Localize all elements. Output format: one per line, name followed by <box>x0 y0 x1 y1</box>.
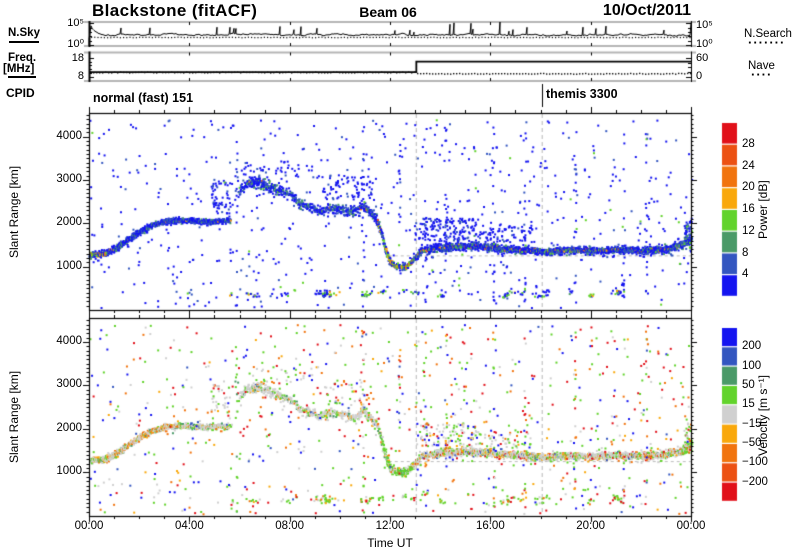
nsky-ymin-label: 10⁰ <box>67 38 84 50</box>
velocity-colorbar-tick-label: 200 <box>742 340 762 353</box>
time-tick-label: 12:00 <box>375 520 405 532</box>
nsearch-dotted-line-sample: ······· <box>748 35 786 50</box>
velocity-colorbar-tick-label: −15 <box>742 417 762 430</box>
power-y-tick-label: 1000 <box>56 259 82 272</box>
velocity-colorbar-tick-label: −50 <box>742 436 762 449</box>
velocity-y-tick-label: 3000 <box>56 378 82 391</box>
velocity-colorbar-tick-label: 15 <box>742 398 755 411</box>
nsearch-ymax-label: 10⁵ <box>696 19 713 31</box>
power-colorbar-tick-label: 20 <box>742 181 755 194</box>
nsearch-label: N.Search <box>744 28 792 40</box>
power-colorbar-title: Power [dB] <box>756 180 770 240</box>
cpid-label: CPID <box>6 86 35 100</box>
power-colorbar-tick-label: 8 <box>742 246 749 259</box>
freq-solid-line-sample <box>8 76 36 78</box>
nave-dotted-line-sample: ···· <box>751 67 773 82</box>
time-tick-label: 08:00 <box>275 520 305 532</box>
cpid-segment-themis: themis 3300 <box>546 87 618 101</box>
time-axis-title: Time UT <box>367 536 413 550</box>
velocity-y-tick-label: 4000 <box>56 334 82 347</box>
power-colorbar-tick-label: 28 <box>742 137 755 150</box>
freq-ymax-label: 18 <box>71 52 84 64</box>
time-tick-label: 16:00 <box>475 520 505 532</box>
nsky-label: N.Sky <box>8 27 40 39</box>
time-tick-label: 04:00 <box>174 520 204 532</box>
velocity-y-tick-label: 1000 <box>56 465 82 478</box>
velocity-y-tick-label: 2000 <box>56 421 82 434</box>
power-colorbar-tick-label: 4 <box>742 268 749 281</box>
nsky-solid-line-sample <box>9 41 39 43</box>
page-title: Blackstone (fitACF) <box>92 1 258 20</box>
time-tick-label: 00:00 <box>676 520 706 532</box>
power-colorbar-tick-label: 24 <box>742 159 755 172</box>
velocity-colorbar-tick-label: 100 <box>742 359 762 372</box>
nave-ymin-label: 0 <box>696 70 703 82</box>
freq-ymin-label: 8 <box>77 70 84 82</box>
cpid-segment-normal: normal (fast) 151 <box>93 91 194 105</box>
nsearch-ymin-label: 10⁰ <box>696 38 713 50</box>
velocity-colorbar-tick-label: −200 <box>742 475 768 488</box>
time-tick-label: 00:00 <box>74 520 104 532</box>
power-y-tick-label: 2000 <box>56 216 82 229</box>
freq-label-line1: Freq. <box>8 52 37 64</box>
time-tick-label: 20:00 <box>576 520 606 532</box>
power-colorbar-tick-label: 16 <box>742 203 755 215</box>
date-label: 10/Oct/2011 <box>602 2 691 19</box>
power-y-axis-title: Slant Range [km] <box>7 165 21 258</box>
nsky-ymax-label: 10⁵ <box>67 17 84 29</box>
power-colorbar-tick-label: 12 <box>742 224 755 237</box>
velocity-colorbar-tick-label: −100 <box>742 456 768 469</box>
velocity-colorbar-tick-label: 50 <box>742 378 755 391</box>
power-y-tick-label: 3000 <box>56 173 82 186</box>
power-y-tick-label: 4000 <box>56 129 82 142</box>
freq-label-line2: [MHz] <box>3 63 35 75</box>
nave-label: Nave <box>748 60 775 72</box>
beam-label: Beam 06 <box>359 4 417 20</box>
velocity-y-axis-title: Slant Range [km] <box>7 370 21 464</box>
nave-ymax-label: 60 <box>696 52 709 64</box>
